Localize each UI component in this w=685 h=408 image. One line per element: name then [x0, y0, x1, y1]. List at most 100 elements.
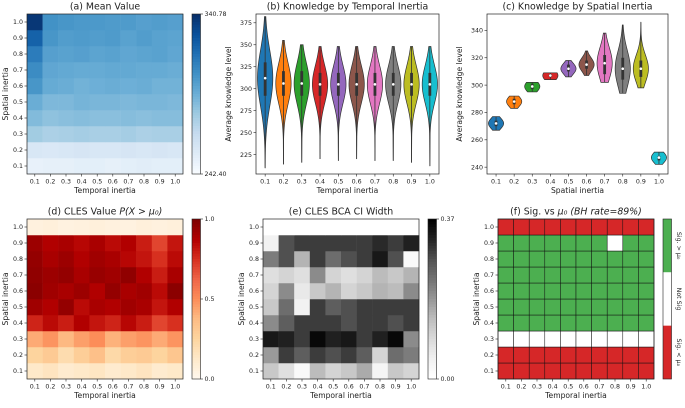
colorbar-step [192, 14, 201, 18]
heatmap-cell [73, 110, 90, 127]
heatmap-cell [309, 347, 326, 364]
heatmap-cell [167, 219, 184, 236]
heatmap-cell [372, 315, 389, 332]
heatmap-cell [622, 346, 639, 364]
violin-median-dot [318, 83, 322, 86]
heatmap-cell [638, 218, 655, 236]
heatmap-cell [167, 14, 184, 31]
x-tick-label: 0.9 [407, 179, 417, 186]
heatmap-cell [528, 298, 546, 316]
heatmap-cell [151, 62, 168, 79]
colorbar-step [428, 347, 437, 351]
colorbar-step [428, 219, 437, 223]
heatmap-cell [42, 126, 59, 143]
heatmap-cell [638, 346, 655, 364]
heatmap-cell [120, 363, 137, 380]
heatmap-cell [622, 266, 639, 284]
heatmap-cell [151, 158, 168, 175]
y-tick-label: 1.0 [13, 224, 23, 231]
x-tick-label: 0.6 [582, 179, 592, 186]
colorbar-tick-label: 0.0 [205, 376, 215, 383]
heatmap-cell [105, 158, 121, 175]
heatmap-cell [513, 266, 530, 284]
heatmap-cell [105, 267, 121, 284]
y-tick-label: 0.3 [249, 336, 259, 343]
colorbar-step [192, 368, 201, 372]
plot-frame [262, 218, 420, 380]
colorbar-step [192, 355, 201, 359]
colorbar-step [192, 128, 201, 132]
colorbar-step [428, 291, 437, 295]
heatmap-cell [42, 347, 59, 364]
heatmap-cell [27, 62, 43, 79]
heatmap-cell [136, 14, 153, 31]
colorbar-step [192, 94, 201, 98]
violin-median-dot [567, 67, 570, 71]
heatmap-cell [27, 158, 43, 175]
heatmap-cell [167, 30, 184, 47]
heatmap-cell [27, 235, 43, 252]
heatmap-cell [263, 283, 279, 300]
x-axis-label: Spatial inertia [551, 186, 604, 195]
heatmap-cell [167, 94, 184, 111]
heatmap-cell [387, 315, 404, 332]
violin [542, 72, 559, 80]
heatmap-cell [309, 219, 326, 236]
heatmap-cell [606, 234, 624, 252]
colorbar-step [192, 363, 201, 367]
heatmap-cell [622, 234, 639, 252]
heatmap-cell [638, 282, 655, 300]
heatmap-cell [606, 314, 624, 332]
heatmap-cell [309, 363, 326, 380]
colorbar-step [192, 317, 201, 321]
heatmap-cell [278, 251, 295, 268]
heatmap-cell [27, 267, 43, 284]
colorbar-step [192, 245, 201, 249]
colorbar-segment [663, 325, 672, 379]
colorbar-step [192, 323, 201, 327]
colorbar-step [428, 253, 437, 257]
heatmap-cell [27, 14, 43, 31]
heatmap-cell [89, 363, 106, 380]
violin [275, 40, 292, 165]
colorbar-step [428, 285, 437, 289]
colorbar-step [192, 253, 201, 257]
heatmap-cell [167, 299, 184, 316]
heatmap-cell [356, 283, 373, 300]
heatmap-cell [497, 250, 514, 268]
colorbar-step [192, 301, 201, 305]
heatmap-cell [105, 283, 121, 300]
y-tick-label: 0.6 [484, 288, 494, 295]
heatmap-cell [105, 142, 121, 159]
heatmap-cell [513, 234, 530, 252]
colorbar-step [192, 166, 201, 170]
chart-title: (a) Mean Value [70, 2, 141, 13]
colorbar-step [192, 339, 201, 343]
heatmap-cell [497, 330, 514, 348]
heatmap-cell [27, 347, 43, 364]
heatmap-cell [120, 126, 137, 143]
heatmap-cell [58, 126, 75, 143]
heatmap-cell [325, 363, 342, 380]
colorbar-step [192, 163, 201, 167]
heatmap-cell [325, 331, 342, 348]
x-tick-label: 0.9 [391, 384, 401, 391]
colorbar-step [192, 360, 201, 364]
heatmap-cell [591, 266, 608, 284]
colorbar-tick-label: 0.5 [205, 296, 215, 303]
colorbar-step [192, 312, 201, 316]
colorbar-step [428, 371, 437, 375]
y-tick-label: 280 [471, 110, 483, 117]
heatmap-cell [325, 219, 342, 236]
heatmap-cell [136, 126, 153, 143]
heatmap-cell [58, 331, 75, 348]
heatmap-cell [58, 94, 75, 111]
colorbar-step [428, 243, 437, 247]
chart-title-math: μ₀ (BH rate=89%) [555, 207, 642, 218]
plot-frame [255, 13, 440, 175]
colorbar-step [192, 142, 201, 146]
x-tick-label: 0.2 [281, 384, 291, 391]
heatmap-cell [42, 110, 59, 127]
heatmap-cells [27, 14, 184, 175]
heatmap-cell [263, 363, 279, 380]
